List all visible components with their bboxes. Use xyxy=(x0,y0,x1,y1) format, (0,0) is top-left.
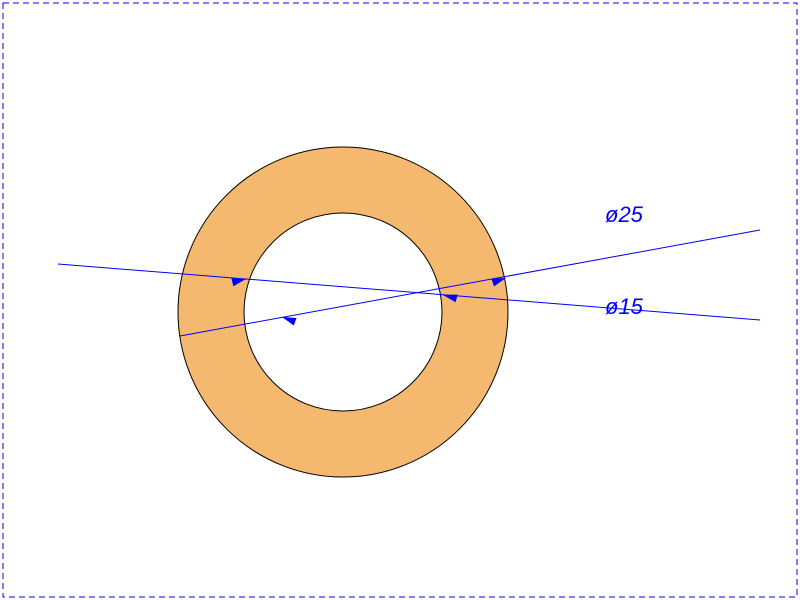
dimension-label-inner: ø15 xyxy=(605,294,644,319)
dimension-leader-inner xyxy=(58,264,760,320)
technical-drawing: ø25 ø15 xyxy=(0,0,800,600)
page-border xyxy=(3,3,797,597)
dimension-label-outer: ø25 xyxy=(605,202,644,227)
ring-cross-section xyxy=(178,147,508,477)
